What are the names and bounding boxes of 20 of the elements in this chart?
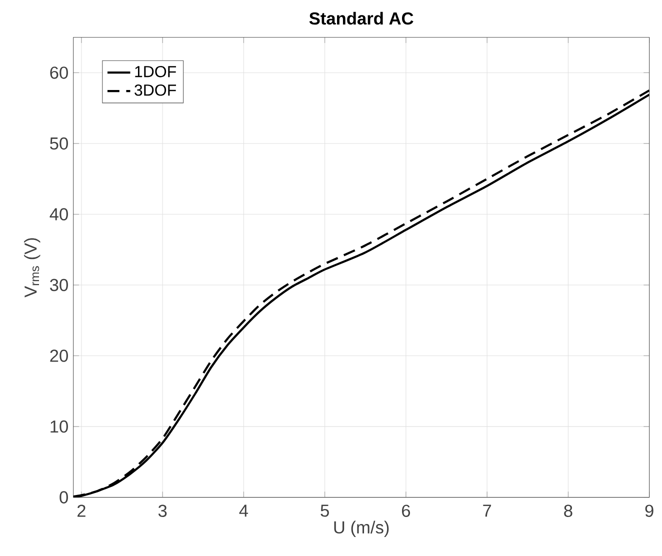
x-tick-label: 9 [645, 504, 654, 517]
x-tick-label: 6 [402, 504, 410, 517]
y-tick-label: 60 [50, 66, 68, 79]
x-tick-label: 7 [483, 504, 492, 517]
x-tick-label: 2 [78, 504, 86, 517]
y-tick-label: 20 [50, 350, 68, 362]
y-tick-label: 40 [50, 208, 68, 220]
x-tick-label: 3 [158, 504, 167, 517]
x-tick-label: 4 [239, 504, 248, 517]
legend-label: 3DOF [134, 84, 176, 96]
y-tick-label: 10 [50, 420, 68, 433]
y-tick-label: 30 [50, 278, 68, 292]
x-axis-title: U (m/s) [334, 520, 389, 537]
y-tick-label: 50 [50, 137, 68, 150]
y-tick-label: 0 [60, 491, 68, 504]
x-tick-label: 8 [564, 504, 572, 517]
x-tick-label: 5 [320, 504, 329, 517]
y-axis-title: V$_{rms}$ (V) [24, 238, 40, 298]
chart-title: Standard AC [309, 12, 414, 25]
legend-label: 1DOF [135, 66, 176, 78]
